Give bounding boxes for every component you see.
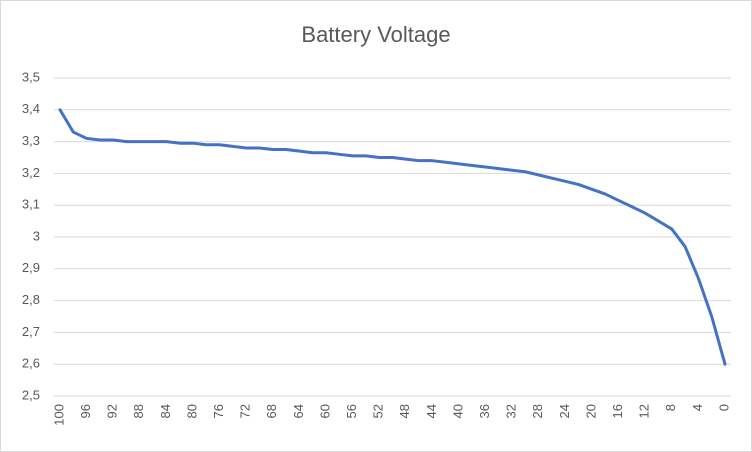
y-tick-label: 3 bbox=[33, 228, 40, 243]
x-tick-label: 72 bbox=[238, 404, 253, 418]
x-tick-label: 12 bbox=[637, 404, 652, 418]
x-tick-label: 16 bbox=[610, 404, 625, 418]
x-tick-label: 44 bbox=[424, 404, 439, 418]
x-tick-label: 84 bbox=[158, 404, 173, 418]
x-tick-label: 36 bbox=[477, 404, 492, 418]
x-tick-label: 40 bbox=[450, 404, 465, 418]
x-tick-label: 28 bbox=[530, 404, 545, 418]
data-line bbox=[58, 108, 727, 366]
y-tick-label: 3,5 bbox=[22, 69, 40, 84]
y-tick-label: 3,4 bbox=[22, 101, 40, 116]
chart-title: Battery Voltage bbox=[301, 22, 450, 47]
x-tick-label: 76 bbox=[211, 404, 226, 418]
x-tick-label: 64 bbox=[291, 404, 306, 418]
x-tick-label: 100 bbox=[51, 404, 66, 426]
x-tick-label: 68 bbox=[264, 404, 279, 418]
y-tick-label: 2,6 bbox=[22, 356, 40, 371]
x-tick-label: 80 bbox=[184, 404, 199, 418]
y-tick-label: 2,5 bbox=[22, 387, 40, 402]
y-tick-label: 3,2 bbox=[22, 165, 40, 180]
x-tick-label: 48 bbox=[397, 404, 412, 418]
y-tick-label: 2,9 bbox=[22, 260, 40, 275]
x-tick-label: 8 bbox=[663, 404, 678, 411]
x-tick-label: 0 bbox=[716, 404, 731, 411]
y-tick-label: 3,3 bbox=[22, 133, 40, 148]
x-tick-label: 92 bbox=[105, 404, 120, 418]
x-tick-label: 60 bbox=[317, 404, 332, 418]
y-tick-label: 3,1 bbox=[22, 197, 40, 212]
x-tick-label: 96 bbox=[78, 404, 93, 418]
y-tick-label: 2,7 bbox=[22, 324, 40, 339]
x-tick-label: 4 bbox=[690, 404, 705, 411]
y-tick-label: 2,8 bbox=[22, 292, 40, 307]
x-tick-label: 32 bbox=[504, 404, 519, 418]
x-tick-label: 88 bbox=[131, 404, 146, 418]
x-tick-label: 24 bbox=[557, 404, 572, 418]
x-tick-label: 56 bbox=[344, 404, 359, 418]
x-tick-label: 20 bbox=[583, 404, 598, 418]
x-tick-label: 52 bbox=[371, 404, 386, 418]
